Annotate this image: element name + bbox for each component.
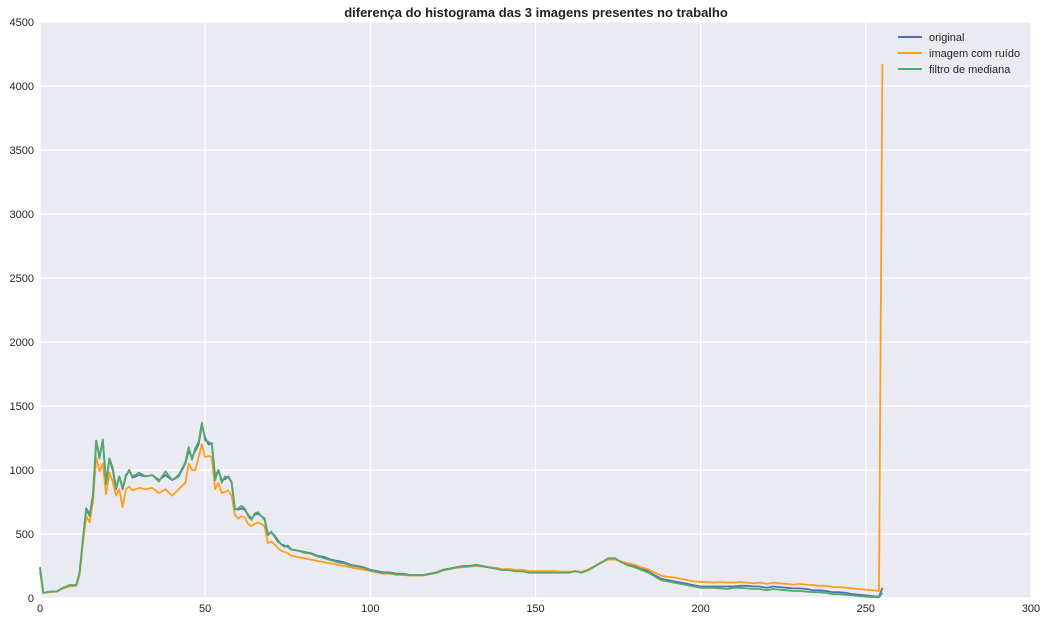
- legend-label: filtro de mediana: [929, 64, 1011, 76]
- y-tick-label: 2000: [10, 337, 34, 349]
- x-tick-label: 150: [526, 603, 544, 615]
- y-tick-label: 3500: [10, 145, 34, 157]
- legend-label: original: [929, 32, 964, 44]
- x-tick-labels: 0 50 100 150 200 250 300: [37, 603, 1040, 615]
- series-lines: [39, 64, 884, 599]
- legend-label: imagem com ruído: [929, 48, 1020, 60]
- y-tick-label: 0: [28, 593, 34, 605]
- y-tick-label: 3000: [10, 209, 34, 221]
- x-tick-label: 250: [857, 603, 875, 615]
- y-tick-labels: 0 500 1000 1500 2000 2500 3000 3500 4000 4500: [10, 17, 34, 605]
- x-tick-label: 0: [37, 603, 43, 615]
- series-line-filtro-de-mediana: [39, 421, 884, 599]
- x-tick-label: 200: [691, 603, 709, 615]
- grid-lines: [39, 21, 1032, 599]
- y-tick-label: 1000: [10, 465, 34, 477]
- legend: original imagem com ruído filtro de median…: [898, 32, 1020, 76]
- chart-title: diferença do histograma das 3 imagens pr…: [344, 5, 728, 20]
- y-tick-label: 4000: [10, 81, 34, 93]
- y-tick-label: 4500: [10, 17, 34, 29]
- x-tick-label: 100: [361, 603, 379, 615]
- x-tick-label: 50: [199, 603, 211, 615]
- y-tick-label: 1500: [10, 401, 34, 413]
- y-tick-label: 2500: [10, 273, 34, 285]
- y-tick-label: 500: [16, 529, 34, 541]
- x-tick-label: 300: [1022, 603, 1040, 615]
